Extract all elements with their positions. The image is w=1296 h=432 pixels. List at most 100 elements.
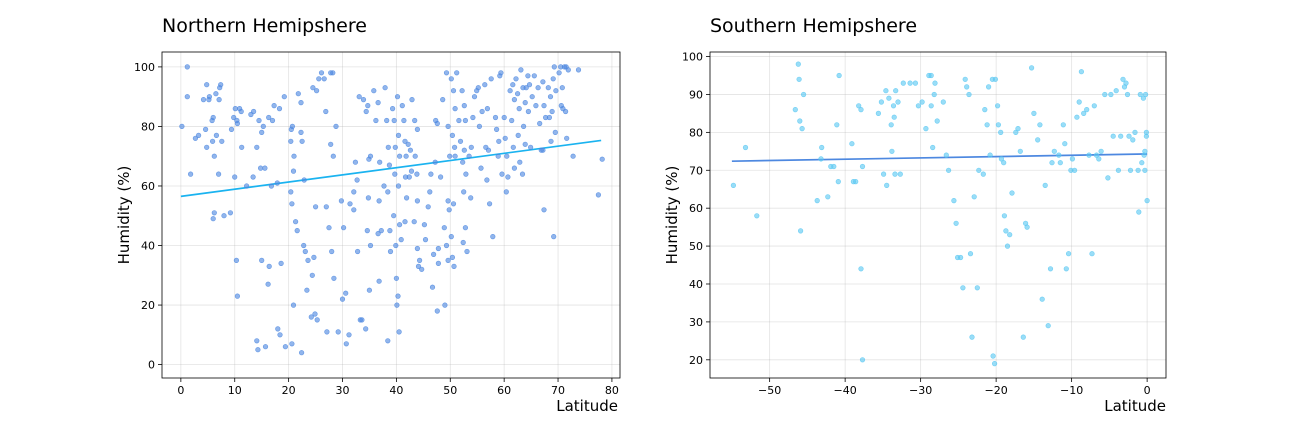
data-point — [897, 171, 903, 177]
data-point — [546, 114, 553, 121]
data-point — [262, 165, 268, 171]
data-point — [540, 79, 546, 85]
data-point — [484, 177, 490, 183]
data-point — [1132, 129, 1138, 135]
data-point — [509, 117, 515, 124]
data-point — [356, 94, 362, 100]
data-point — [233, 257, 239, 264]
data-point — [540, 147, 546, 153]
data-point — [435, 245, 442, 252]
data-point — [291, 153, 297, 159]
plot-frame — [161, 51, 621, 379]
data-point — [395, 293, 401, 299]
northern-hemisphere-chart: Northern Hemipshere 0 10 20 30 40 50 60 70 80 0 20… — [115, 15, 621, 415]
data-point — [395, 132, 402, 138]
data-point — [514, 91, 521, 97]
data-point — [258, 165, 264, 171]
data-point — [314, 317, 320, 323]
data-point — [533, 102, 539, 109]
data-point — [392, 144, 398, 150]
data-point — [1110, 133, 1116, 139]
data-point — [376, 278, 382, 284]
data-point — [1047, 266, 1054, 272]
data-point — [1081, 110, 1087, 116]
data-point — [338, 198, 345, 204]
data-point — [425, 204, 431, 210]
data-point — [519, 171, 526, 177]
data-point — [529, 94, 535, 100]
data-point — [451, 263, 457, 270]
data-point — [800, 91, 807, 98]
data-point — [288, 138, 294, 144]
data-point — [452, 144, 458, 150]
data-point — [409, 96, 415, 103]
data-point — [431, 251, 437, 257]
data-point — [448, 234, 454, 240]
axis-ticks: 0 10 20 30 40 50 60 70 80 0 20 40 60 80 100 — [134, 61, 619, 397]
data-point — [550, 76, 556, 82]
data-point — [343, 290, 349, 296]
data-point — [434, 120, 440, 127]
data-point — [323, 204, 329, 210]
data-point — [440, 96, 446, 103]
data-point — [321, 76, 327, 82]
data-point — [541, 102, 547, 109]
data-point — [304, 287, 310, 293]
data-point — [404, 195, 410, 201]
data-point — [1045, 323, 1051, 329]
data-point — [309, 272, 315, 278]
data-point — [331, 275, 337, 281]
data-point — [445, 198, 451, 204]
data-point — [1035, 137, 1041, 143]
data-point — [394, 302, 400, 308]
data-point — [355, 248, 361, 255]
data-point — [393, 275, 400, 281]
data-point — [449, 132, 456, 138]
data-point — [278, 260, 284, 267]
x-tick-label: −50 — [758, 384, 781, 397]
data-point — [1091, 103, 1097, 109]
data-point — [329, 248, 335, 255]
data-point — [239, 144, 245, 150]
y-tick-label: 0 — [148, 359, 155, 372]
data-point — [1031, 110, 1037, 116]
data-point — [391, 117, 397, 124]
data-point — [367, 242, 374, 249]
data-point — [1124, 91, 1131, 98]
data-point — [479, 108, 485, 115]
data-point — [196, 132, 202, 138]
data-point — [482, 82, 488, 88]
data-point — [792, 106, 798, 113]
data-point — [382, 85, 388, 91]
data-point — [475, 85, 481, 91]
data-point — [552, 129, 558, 135]
data-point — [966, 91, 972, 98]
data-point — [381, 183, 387, 189]
data-point — [460, 239, 466, 246]
data-point — [888, 122, 894, 128]
data-point — [1060, 122, 1066, 128]
data-point — [991, 361, 998, 367]
data-point — [1057, 160, 1063, 166]
x-tick-label: 60 — [497, 384, 511, 397]
data-point — [502, 135, 508, 141]
data-point — [1139, 160, 1145, 166]
data-point — [468, 144, 474, 150]
data-point — [943, 152, 949, 158]
data-point — [290, 168, 297, 174]
data-point — [402, 219, 408, 225]
x-tick-label: 30 — [336, 384, 350, 397]
data-point — [260, 123, 266, 129]
data-point — [462, 225, 469, 231]
data-point — [238, 108, 244, 115]
data-point — [414, 126, 421, 132]
data-point — [1143, 133, 1149, 139]
x-tick-label: 0 — [177, 384, 184, 397]
data-point — [391, 213, 397, 219]
data-point — [1142, 148, 1148, 154]
data-point — [1118, 133, 1124, 139]
data-point — [314, 88, 320, 94]
data-point — [323, 108, 329, 115]
data-point — [293, 219, 299, 225]
data-point — [275, 326, 281, 332]
